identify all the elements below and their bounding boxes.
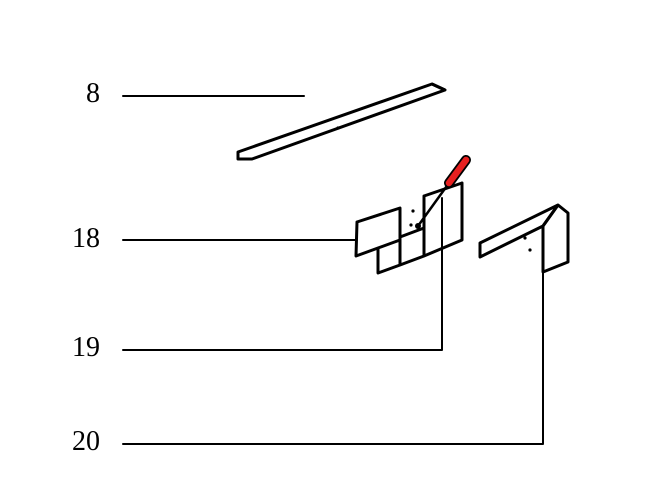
part-20-bracket [480, 205, 568, 272]
part-19-screwdriver [415, 160, 466, 229]
exploded-parts [238, 84, 568, 273]
leader-lines [123, 96, 543, 444]
leader-20 [123, 266, 543, 444]
leader-19 [123, 198, 442, 350]
diagram-canvas [0, 0, 649, 500]
part-18-bracket [356, 183, 462, 273]
